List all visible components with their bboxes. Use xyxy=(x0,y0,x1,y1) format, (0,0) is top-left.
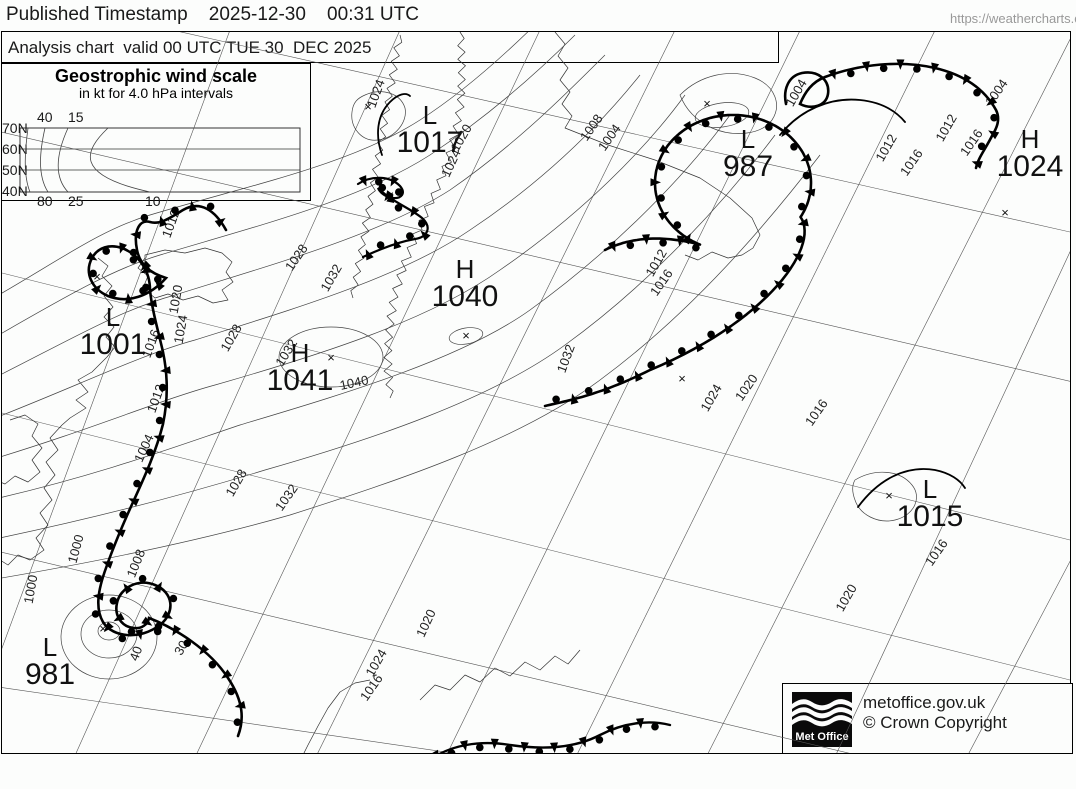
svg-text:981: 981 xyxy=(25,658,75,691)
svg-text:×: × xyxy=(885,488,893,503)
svg-text:1016: 1016 xyxy=(922,536,951,568)
svg-text:1032: 1032 xyxy=(554,342,578,374)
svg-text:1004: 1004 xyxy=(131,432,157,465)
svg-text:×: × xyxy=(327,350,335,365)
svg-text:1020: 1020 xyxy=(832,581,859,614)
svg-text:×: × xyxy=(462,328,470,343)
svg-text:1024: 1024 xyxy=(697,381,724,414)
svg-text:1000: 1000 xyxy=(21,574,41,605)
svg-text:1016: 1016 xyxy=(357,671,386,703)
svg-text:1041: 1041 xyxy=(267,364,334,397)
svg-text:1016: 1016 xyxy=(802,396,831,428)
svg-text:1012: 1012 xyxy=(932,111,959,144)
svg-text:1020: 1020 xyxy=(732,371,761,403)
svg-text:1024: 1024 xyxy=(997,150,1064,183)
svg-text:1040: 1040 xyxy=(338,372,369,393)
svg-text:1032: 1032 xyxy=(272,481,301,513)
svg-text:1020: 1020 xyxy=(413,607,439,640)
svg-text:1017: 1017 xyxy=(397,126,464,159)
svg-text:1008: 1008 xyxy=(123,547,148,579)
svg-text:1028: 1028 xyxy=(222,466,249,499)
svg-text:1004: 1004 xyxy=(982,76,1011,108)
svg-text:987: 987 xyxy=(723,150,773,183)
svg-text:1012: 1012 xyxy=(872,131,899,164)
svg-text:1020: 1020 xyxy=(166,284,186,315)
svg-text:1040: 1040 xyxy=(432,280,499,313)
svg-text:×: × xyxy=(1001,205,1009,220)
svg-text:1000: 1000 xyxy=(65,533,87,565)
svg-text:1028: 1028 xyxy=(217,321,244,354)
svg-text:1032: 1032 xyxy=(317,261,344,294)
svg-text:1015: 1015 xyxy=(897,500,964,533)
svg-text:1016: 1016 xyxy=(897,146,926,178)
svg-text:1028: 1028 xyxy=(282,241,311,273)
svg-text:×: × xyxy=(364,99,372,114)
svg-text:×: × xyxy=(678,371,686,386)
svg-text:40: 40 xyxy=(126,644,145,663)
svg-text:1001: 1001 xyxy=(80,328,147,361)
svg-text:1024: 1024 xyxy=(171,314,191,345)
svg-text:×: × xyxy=(703,96,711,111)
